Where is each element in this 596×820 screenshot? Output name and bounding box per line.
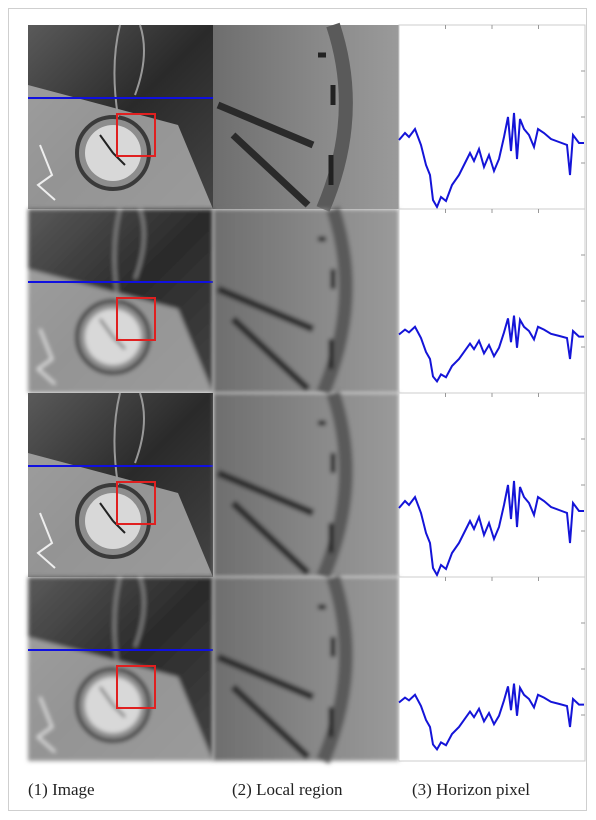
local-region-panel	[213, 393, 399, 577]
image-panel	[28, 393, 213, 577]
local-region-panel	[213, 25, 399, 209]
figure-row	[28, 577, 585, 761]
figure	[0, 0, 596, 775]
page: {"figure": {"captions": ["(1) Image", "(…	[0, 0, 596, 820]
plot-background	[399, 393, 585, 577]
image-panel	[28, 577, 213, 761]
image-panel	[28, 25, 213, 209]
caption: (1) Image	[28, 780, 95, 800]
figure-row	[28, 25, 585, 209]
local-region-panel	[213, 209, 399, 393]
page-body: (1) Image (2) Local region (3) Horizon p…	[0, 0, 596, 820]
figure-row	[28, 209, 585, 393]
figure-row	[28, 393, 585, 577]
plot-background	[399, 25, 585, 209]
caption: (2) Local region	[232, 780, 342, 800]
plot-background	[399, 577, 585, 761]
caption: (3) Horizon pixel	[412, 780, 530, 800]
plot-background	[399, 209, 585, 393]
local-region-panel	[213, 577, 399, 761]
image-panel	[28, 209, 213, 393]
